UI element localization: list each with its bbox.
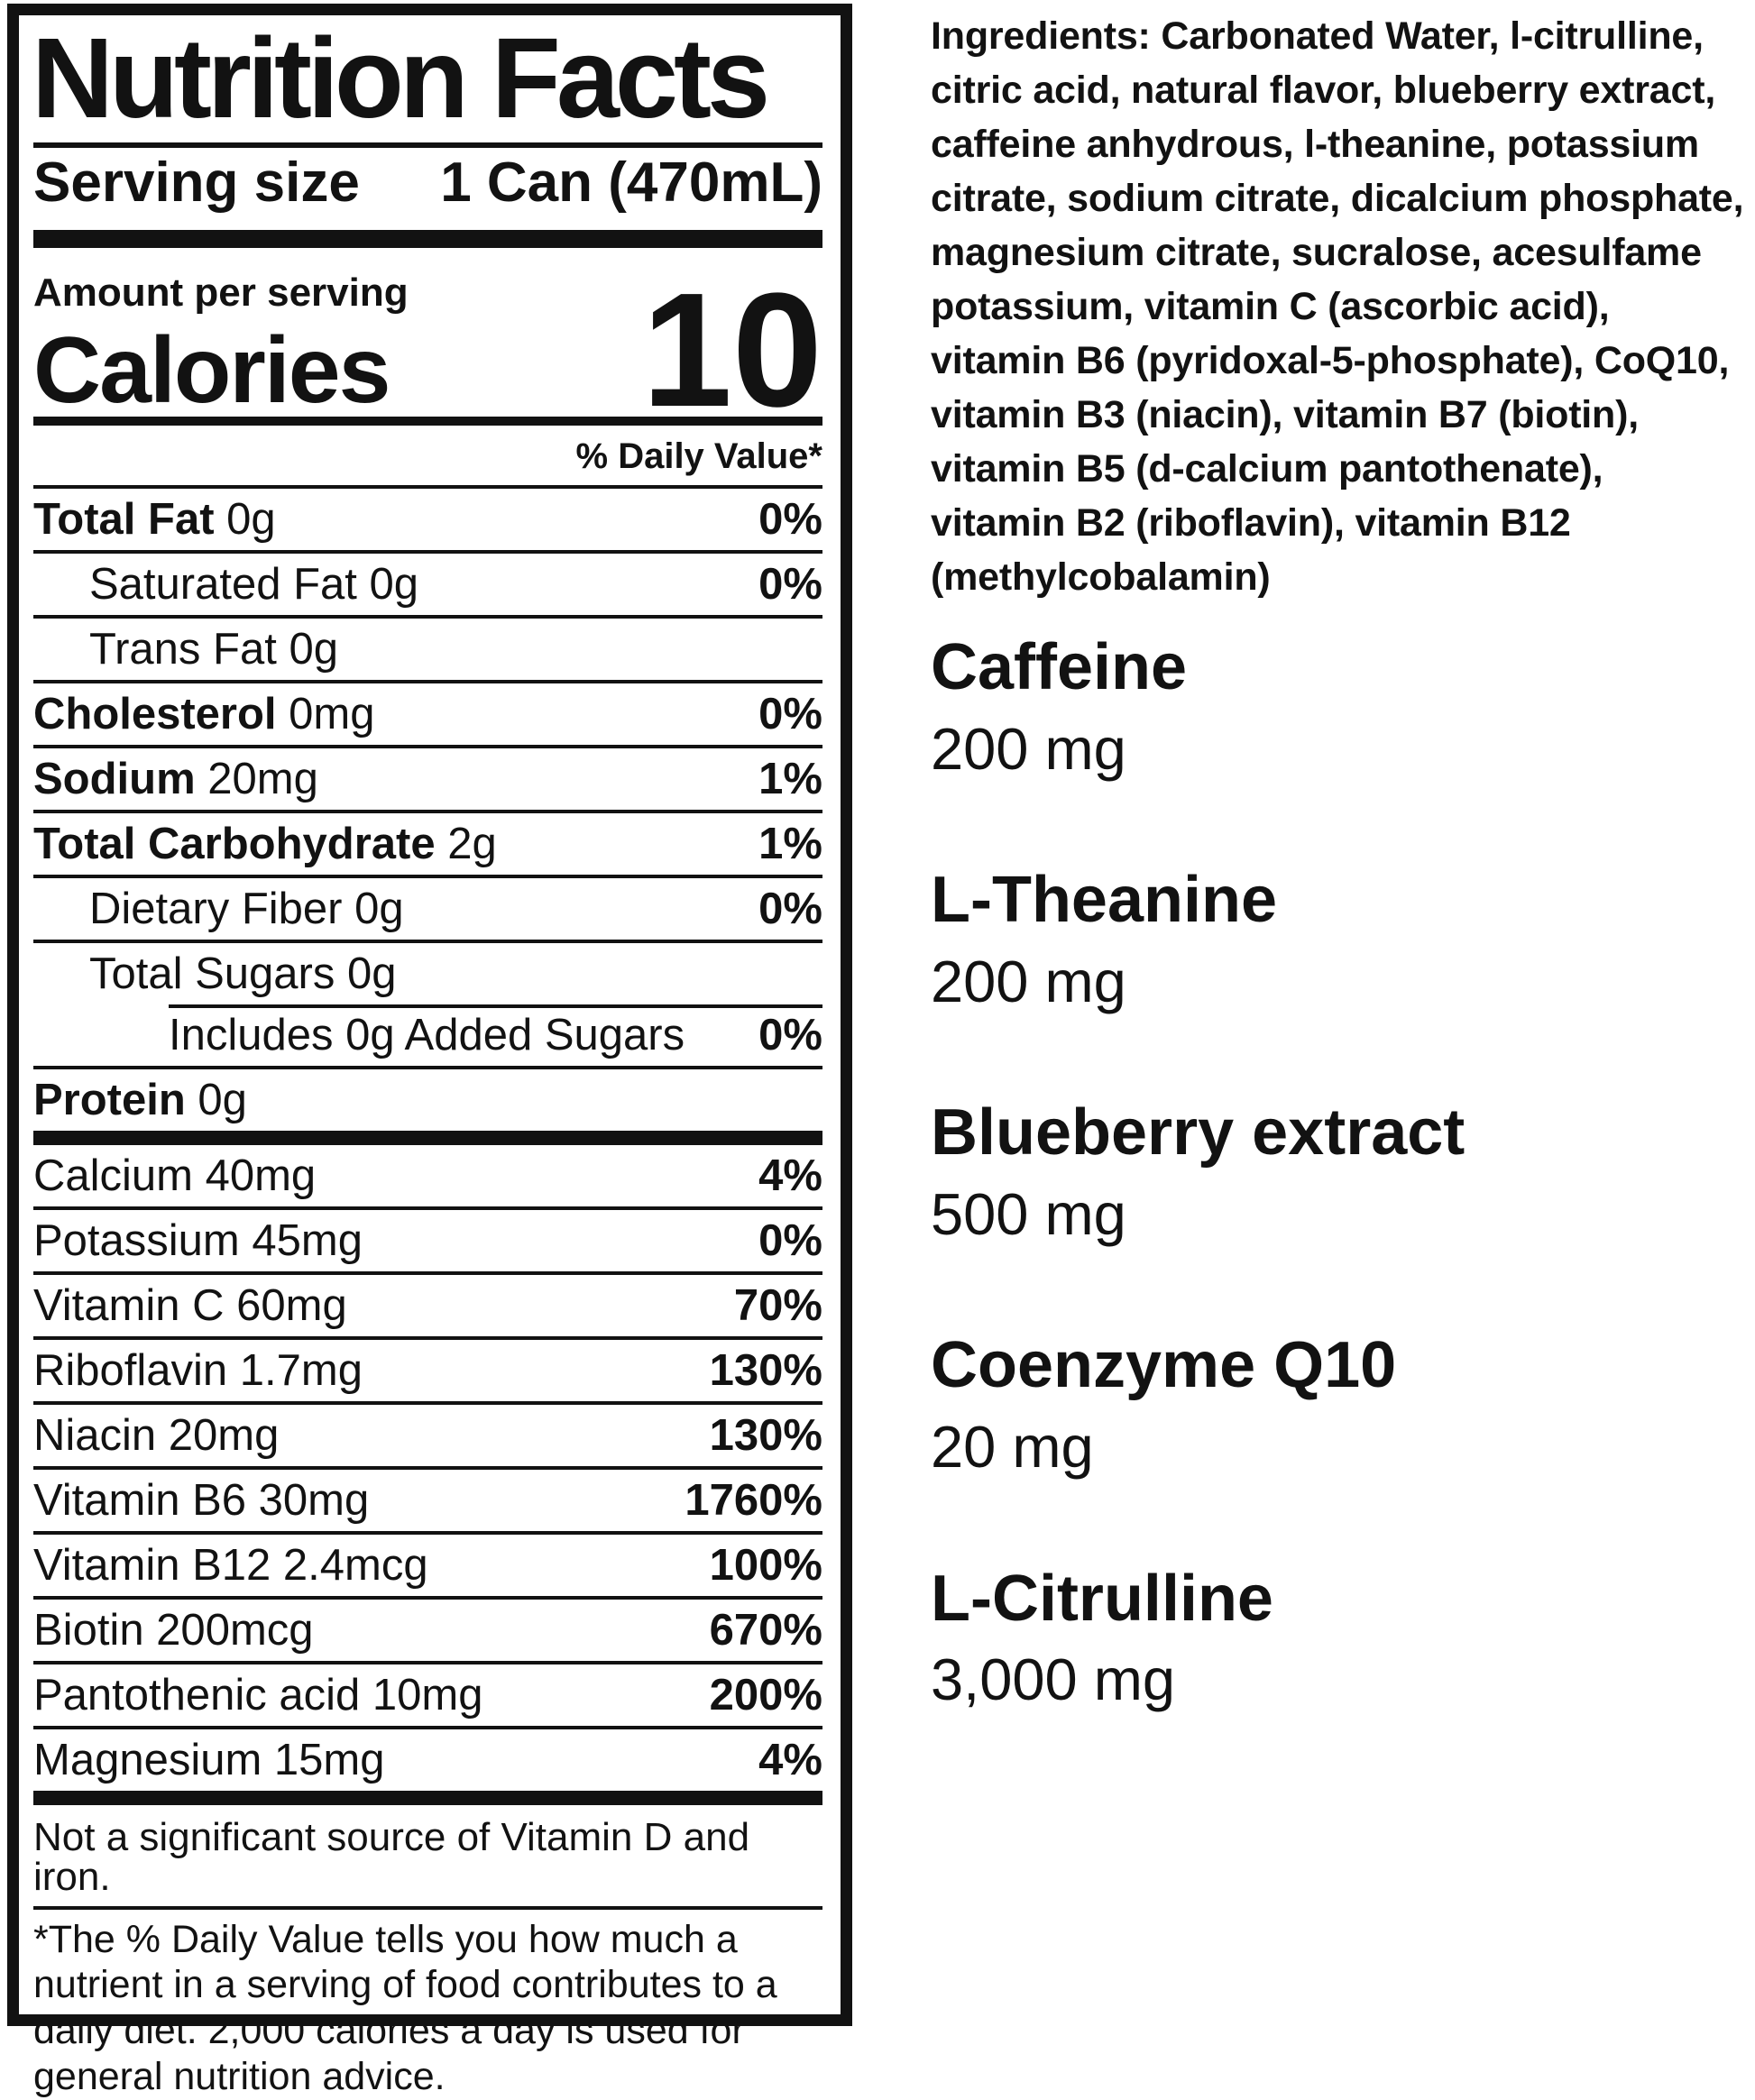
supplement-amount: 200 mg (931, 948, 1126, 1014)
nutrient-dv: 0% (758, 1215, 822, 1265)
nutrient-row-total-sugars: Total Sugars 0g (33, 943, 822, 1004)
nutrient-dv: 0% (758, 689, 822, 738)
nutrient-name: Total Fat 0g (33, 494, 276, 544)
nutrient-dv: 0% (758, 884, 822, 933)
nutrient-name: Vitamin C 60mg (33, 1280, 347, 1330)
nutrient-row-vitamin-c: Vitamin C 60mg 70% (33, 1275, 822, 1340)
nutrient-name: Includes 0g Added Sugars (169, 1010, 685, 1059)
nutrient-dv: 4% (758, 1735, 822, 1784)
nutrient-dv: 1% (758, 819, 822, 868)
nutrient-row-sodium: Sodium 20mg 1% (33, 748, 822, 813)
nutrient-name: Niacin 20mg (33, 1410, 280, 1460)
not-significant-note: Not a significant source of Vitamin D an… (33, 1805, 822, 1910)
nutrient-name: Protein 0g (33, 1075, 247, 1124)
nutrient-name: Total Sugars 0g (89, 949, 397, 998)
supplement-name: Coenzyme Q10 (931, 1329, 1397, 1402)
nutrient-row-potassium: Potassium 45mg 0% (33, 1210, 822, 1275)
supplement-amount: 20 mg (931, 1414, 1094, 1480)
nutrient-dv: 0% (758, 559, 822, 609)
supplement-name: Blueberry extract (931, 1096, 1466, 1169)
calories-row: Calories 10 (33, 269, 822, 432)
nutrient-name: Biotin 200mcg (33, 1605, 314, 1655)
nutrient-name: Saturated Fat 0g (89, 559, 419, 609)
amount-per-serving-label: Amount per serving (33, 271, 409, 316)
serving-size-row: Serving size 1 Can (470mL) (33, 150, 822, 216)
nutrient-name: Sodium 20mg (33, 754, 318, 803)
nutrient-dv: 1760% (685, 1475, 822, 1525)
nutrient-dv: 0% (758, 494, 822, 544)
nutrient-name: Trans Fat 0g (89, 624, 338, 674)
supplement-name: L-Citrulline (931, 1562, 1273, 1635)
nutrient-row-magnesium: Magnesium 15mg 4% (33, 1729, 822, 1791)
nutrient-row-cholesterol: Cholesterol 0mg 0% (33, 683, 822, 748)
nutrient-row-niacin: Niacin 20mg 130% (33, 1405, 822, 1470)
nutrient-row-calcium: Calcium 40mg 4% (33, 1145, 822, 1210)
thick-divider (33, 230, 822, 249)
calories-divider (33, 416, 822, 426)
calories-value: 10 (641, 260, 822, 442)
nutrient-name: Vitamin B6 30mg (33, 1475, 370, 1525)
title-divider (33, 142, 822, 149)
supplement-entry-l-citrulline: L-Citrulline 3,000 mg (931, 1563, 1748, 1712)
daily-value-footnote: *The % Daily Value tells you how much a … (33, 1917, 777, 2098)
nutrient-dv: 70% (733, 1280, 822, 1330)
nutrient-row-vitamin-b6: Vitamin B6 30mg 1760% (33, 1470, 822, 1535)
nutrient-row-total-fat: Total Fat 0g 0% (33, 489, 822, 554)
nutrient-row-riboflavin: Riboflavin 1.7mg 130% (33, 1340, 822, 1405)
nutrient-name: Riboflavin 1.7mg (33, 1345, 363, 1395)
supplement-amount: 3,000 mg (931, 1646, 1176, 1713)
nutrient-name: Total Carbohydrate 2g (33, 819, 497, 868)
nutrient-name: Pantothenic acid 10mg (33, 1670, 483, 1719)
nutrient-row-biotin: Biotin 200mcg 670% (33, 1600, 822, 1664)
nutrient-name: Cholesterol 0mg (33, 689, 375, 738)
daily-value-header: % Daily Value* (33, 426, 822, 489)
nutrient-name: Potassium 45mg (33, 1215, 363, 1265)
serving-size-label: Serving size (33, 151, 360, 215)
supplement-name: L-Theanine (931, 864, 1278, 937)
nutrient-row-vitamin-b12: Vitamin B12 2.4mcg 100% (33, 1535, 822, 1600)
nutrient-row-saturated-fat: Saturated Fat 0g 0% (33, 554, 822, 619)
supplement-entry-caffeine: Caffeine 200 mg (931, 631, 1748, 781)
nutrient-row-dietary-fiber: Dietary Fiber 0g 0% (33, 878, 822, 943)
supplement-entry-coenzyme-q10: Coenzyme Q10 20 mg (931, 1329, 1748, 1479)
nutrient-dv: 4% (758, 1151, 822, 1200)
nutrient-dv: 130% (709, 1410, 822, 1460)
nutrient-name: Dietary Fiber 0g (89, 884, 404, 933)
thick-divider (33, 1790, 822, 1805)
nutrient-row-added-sugars: Includes 0g Added Sugars 0% (33, 1004, 822, 1069)
supplement-amount: 500 mg (931, 1180, 1126, 1247)
ingredients-text: Ingredients: Carbonated Water, l-citrull… (931, 14, 1744, 599)
ingredients-and-supplements-column: Ingredients: Carbonated Water, l-citrull… (931, 9, 1748, 1712)
nutrient-dv: 670% (709, 1605, 822, 1655)
thick-divider (33, 1130, 822, 1145)
nutrient-row-total-carbohydrate: Total Carbohydrate 2g 1% (33, 813, 822, 878)
nutrient-row-protein: Protein 0g (33, 1069, 822, 1131)
nutrient-row-pantothenic-acid: Pantothenic acid 10mg 200% (33, 1664, 822, 1729)
nutrient-dv: 0% (758, 1010, 822, 1059)
nutrient-row-trans-fat: Trans Fat 0g (33, 619, 822, 683)
nutrition-facts-label: Nutrition Facts Serving size 1 Can (470m… (7, 4, 852, 2098)
label-title: Nutrition Facts (32, 14, 770, 142)
nutrient-dv: 130% (709, 1345, 822, 1395)
supplement-entry-l-theanine: L-Theanine 200 mg (931, 864, 1748, 1013)
nutrient-dv: 100% (709, 1540, 822, 1590)
supplement-name: Caffeine (931, 631, 1188, 703)
nutrient-name: Calcium 40mg (33, 1151, 317, 1200)
supplement-amount: 200 mg (931, 715, 1126, 782)
nutrient-name: Vitamin B12 2.4mcg (33, 1540, 428, 1590)
nutrient-name: Magnesium 15mg (33, 1735, 385, 1784)
serving-size-value: 1 Can (470mL) (440, 151, 822, 215)
supplement-entry-blueberry-extract: Blueberry extract 500 mg (931, 1096, 1748, 1246)
nutrient-dv: 200% (709, 1670, 822, 1719)
nutrient-dv: 1% (758, 754, 822, 803)
calories-label: Calories (33, 317, 391, 423)
